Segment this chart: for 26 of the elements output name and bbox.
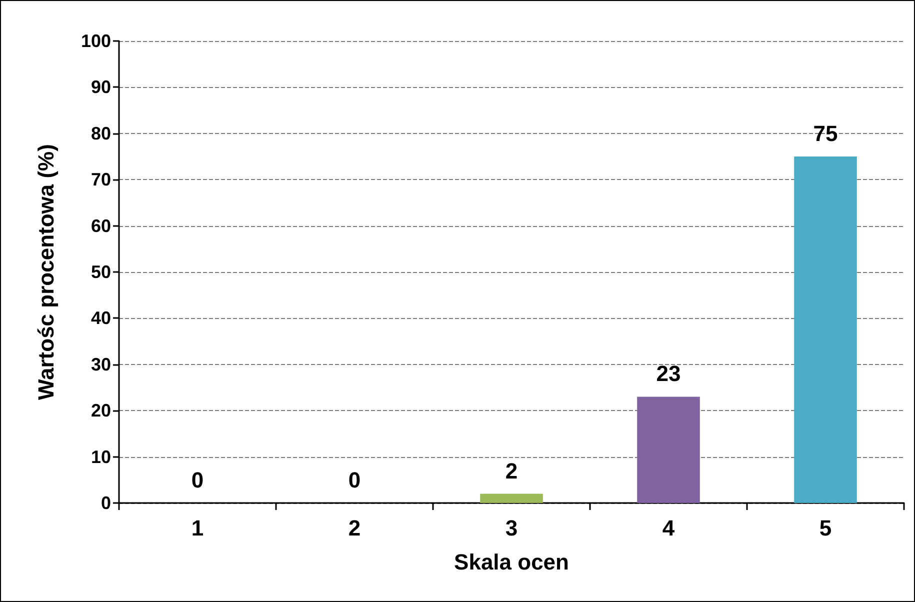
y-tick-label: 0 (100, 493, 111, 513)
x-tick-label: 5 (819, 516, 832, 540)
data-label: 75 (813, 121, 838, 146)
bar (480, 494, 543, 503)
y-tick-label: 70 (90, 170, 111, 190)
x-tick-label: 3 (505, 516, 518, 540)
bar (637, 396, 700, 503)
y-tick-label: 60 (90, 216, 111, 236)
data-label: 0 (191, 468, 204, 492)
data-label: 23 (656, 361, 681, 386)
y-tick-label: 50 (90, 262, 111, 282)
bar (794, 156, 857, 503)
y-tick-label: 10 (90, 446, 111, 467)
y-axis-title: Wartośc procentowa (%) (34, 144, 58, 400)
y-tick-label: 80 (90, 123, 111, 144)
x-axis-title: Skala ocen (454, 550, 569, 574)
x-tick-label: 4 (662, 516, 676, 540)
data-label: 0 (348, 468, 361, 492)
x-tick-label: 2 (348, 516, 361, 540)
y-tick-label: 20 (90, 400, 111, 421)
y-tick-label: 90 (90, 77, 111, 98)
x-tick-label: 1 (191, 516, 204, 540)
y-tick-label: 40 (90, 308, 111, 328)
y-tick-label: 100 (80, 31, 111, 51)
data-label: 2 (505, 458, 518, 484)
y-tick-label: 30 (90, 354, 111, 374)
